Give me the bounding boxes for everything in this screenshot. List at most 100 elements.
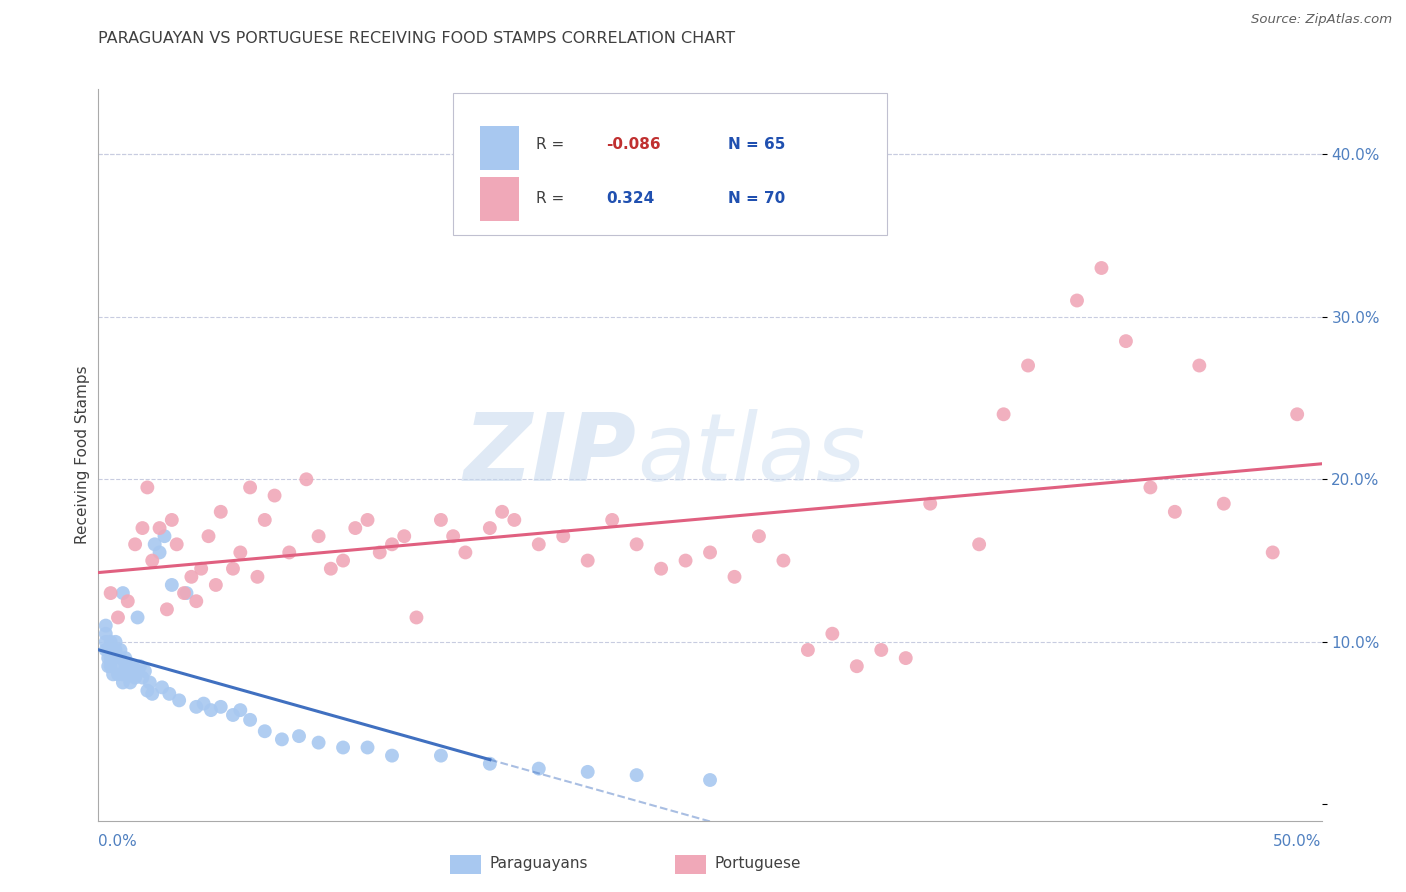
- Point: [478, 756, 501, 771]
- Point: [197, 529, 219, 543]
- Point: [650, 562, 672, 576]
- Point: [229, 703, 252, 717]
- Point: [356, 513, 378, 527]
- Point: [121, 659, 143, 673]
- Point: [894, 651, 917, 665]
- Point: [100, 586, 122, 600]
- Point: [381, 748, 404, 763]
- Point: [626, 768, 648, 782]
- Point: [173, 586, 195, 600]
- Point: [209, 699, 232, 714]
- Y-axis label: Receiving Food Stamps: Receiving Food Stamps: [75, 366, 90, 544]
- Point: [1090, 260, 1112, 275]
- Point: [124, 537, 146, 551]
- Point: [239, 480, 262, 494]
- Point: [131, 521, 153, 535]
- Point: [797, 643, 820, 657]
- Point: [356, 740, 378, 755]
- Point: [1066, 293, 1088, 308]
- Point: [454, 545, 477, 559]
- Point: [139, 675, 162, 690]
- Point: [368, 545, 391, 559]
- Point: [1261, 545, 1284, 559]
- Point: [1188, 359, 1211, 373]
- Point: [143, 537, 166, 551]
- Point: [149, 545, 172, 559]
- Point: [253, 513, 276, 527]
- Point: [222, 708, 245, 723]
- Point: [107, 610, 129, 624]
- Text: ZIP: ZIP: [464, 409, 637, 501]
- Point: [270, 732, 294, 747]
- Point: [100, 651, 122, 665]
- Point: [94, 643, 117, 657]
- Point: [699, 772, 721, 787]
- Point: [332, 553, 354, 567]
- Text: N = 70: N = 70: [728, 192, 786, 206]
- Point: [209, 505, 232, 519]
- Point: [107, 667, 129, 681]
- Point: [430, 513, 453, 527]
- FancyBboxPatch shape: [453, 93, 887, 235]
- Point: [127, 610, 149, 624]
- Point: [205, 578, 228, 592]
- Point: [527, 762, 550, 776]
- Point: [129, 659, 152, 673]
- Point: [136, 683, 159, 698]
- Point: [1286, 407, 1309, 421]
- Point: [153, 529, 176, 543]
- Point: [180, 570, 202, 584]
- Point: [120, 667, 142, 681]
- Point: [111, 586, 134, 600]
- Point: [166, 537, 188, 551]
- Point: [527, 537, 550, 551]
- Point: [200, 703, 222, 717]
- Point: [308, 529, 330, 543]
- Point: [141, 553, 163, 567]
- Point: [117, 667, 139, 681]
- Point: [229, 545, 252, 559]
- Point: [97, 643, 120, 657]
- Point: [319, 562, 342, 576]
- Point: [101, 651, 124, 665]
- Point: [626, 537, 648, 551]
- Point: [430, 748, 453, 763]
- Point: [160, 513, 183, 527]
- Point: [156, 602, 179, 616]
- Point: [699, 545, 721, 559]
- FancyBboxPatch shape: [479, 177, 519, 221]
- Point: [1139, 480, 1161, 494]
- Point: [920, 497, 942, 511]
- Point: [344, 521, 367, 535]
- Point: [190, 562, 212, 576]
- Point: [97, 651, 120, 665]
- Point: [97, 659, 120, 673]
- Point: [160, 578, 183, 592]
- Point: [1017, 359, 1039, 373]
- Point: [478, 521, 501, 535]
- Point: [381, 537, 404, 551]
- Point: [150, 681, 173, 695]
- Point: [111, 675, 134, 690]
- Text: 0.0%: 0.0%: [98, 834, 138, 849]
- Point: [120, 675, 142, 690]
- Point: [239, 713, 262, 727]
- Point: [332, 740, 354, 755]
- Text: R =: R =: [536, 136, 569, 152]
- Point: [246, 570, 269, 584]
- Point: [1164, 505, 1187, 519]
- Text: Paraguayans: Paraguayans: [489, 856, 588, 871]
- Point: [94, 626, 117, 640]
- Point: [111, 667, 134, 681]
- Text: 50.0%: 50.0%: [1274, 834, 1322, 849]
- Point: [157, 687, 180, 701]
- Point: [100, 659, 122, 673]
- Point: [748, 529, 770, 543]
- Point: [94, 618, 117, 632]
- Point: [110, 651, 132, 665]
- Point: [186, 699, 208, 714]
- Point: [441, 529, 464, 543]
- Point: [491, 505, 513, 519]
- Point: [772, 553, 794, 567]
- Point: [600, 513, 623, 527]
